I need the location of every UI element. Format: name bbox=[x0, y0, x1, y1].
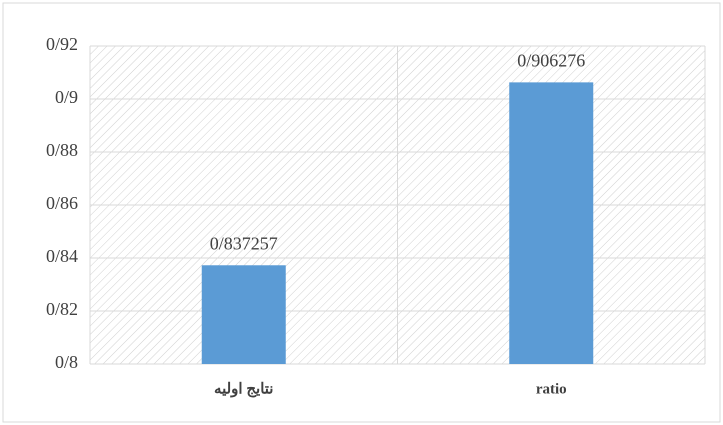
chart: 0/8 0/82 0/84 0/86 0/88 0/9 0/92 نتایج اولیه 0/8… bbox=[0, 0, 723, 425]
y-tick-label: 0/86 bbox=[46, 193, 78, 213]
y-tick-label: 0/88 bbox=[46, 140, 78, 160]
data-label: 0/837257 bbox=[210, 233, 278, 253]
x-tick-label: نتایج اولیه bbox=[214, 381, 273, 397]
y-tick-label: 0/9 bbox=[55, 87, 78, 107]
bar bbox=[202, 265, 286, 364]
y-tick-label: 0/92 bbox=[46, 34, 78, 54]
y-tick-label: 0/82 bbox=[46, 299, 78, 319]
data-label: 0/906276 bbox=[517, 50, 585, 70]
bar bbox=[509, 82, 593, 364]
y-tick-label: 0/8 bbox=[55, 352, 78, 372]
x-tick-label: ratio bbox=[536, 381, 567, 397]
y-tick-label: 0/84 bbox=[46, 246, 78, 266]
